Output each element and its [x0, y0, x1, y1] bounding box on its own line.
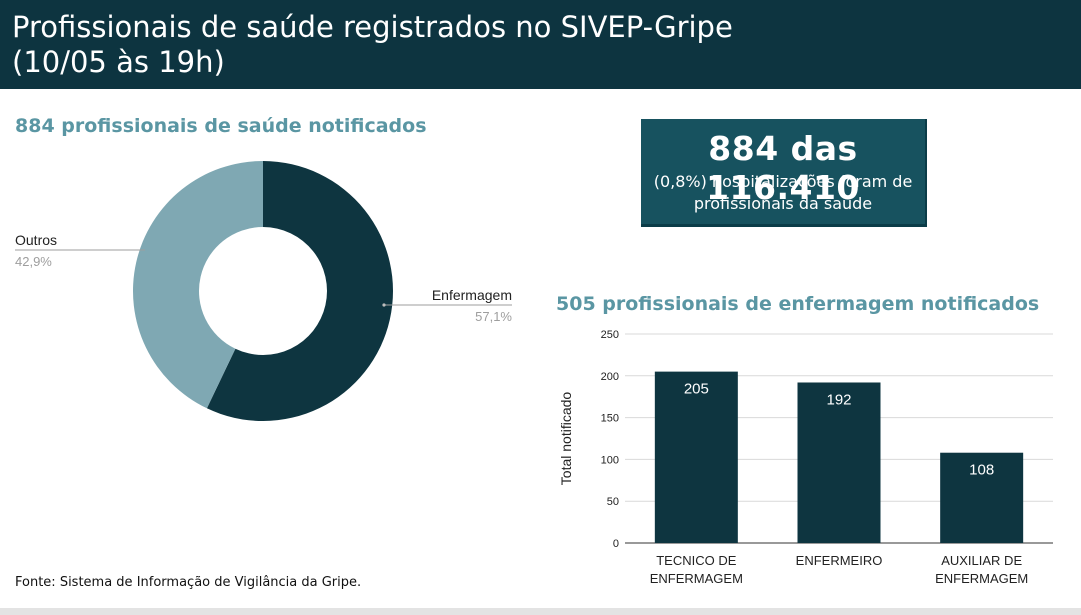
stat-detail-line2: profissionais da saúde: [693, 194, 873, 213]
donut-leader-dot-enfermagem: [382, 303, 386, 307]
y-tick-label: 100: [601, 454, 619, 466]
bar-chart: 0 50 100 150 200 250 Total notificado 205 TECNIC…: [558, 329, 1053, 586]
donut-label-outros: Outros: [15, 232, 57, 248]
stat-detail-line1: (0,8%) hospitalizações foram de: [653, 172, 913, 191]
y-tick-label: 50: [607, 496, 619, 508]
bar-value-label: 192: [826, 391, 851, 408]
x-tick-label: ENFERMAGEM: [650, 571, 743, 586]
bar: [940, 452, 1024, 543]
bar-chart-title: 505 profissionais de enfermagem notifica…: [556, 293, 1040, 315]
header-banner: Profissionais de saúde registrados no SI…: [0, 0, 1081, 89]
donut-slice-outros: [133, 161, 263, 409]
y-axis-label: Total notificado: [558, 392, 574, 486]
page-title: Profissionais de saúde registrados no SI…: [12, 10, 733, 44]
bottom-strip: [0, 608, 1081, 615]
donut-chart-title: 884 profissionais de saúde notificados: [15, 115, 427, 137]
donut-slice-enfermagem: [206, 161, 394, 421]
source-note: Fonte: Sistema de Informação de Vigilânc…: [15, 575, 362, 590]
donut-percent-outros: 42,9%: [15, 254, 52, 269]
y-tick-label: 150: [601, 413, 619, 425]
stat-detail: (0,8%) hospitalizações foram de profissi…: [649, 171, 917, 215]
stat-headline: 884 das 116.410: [706, 129, 860, 207]
x-tick-label: ENFERMAGEM: [935, 571, 1028, 586]
donut-label-enfermagem: Enfermagem: [432, 287, 512, 303]
y-tick-label: 0: [613, 538, 619, 550]
bar-value-label: 205: [684, 381, 709, 398]
bar: [654, 371, 738, 543]
x-tick-label: AUXILIAR DE: [941, 553, 1022, 568]
bar: [797, 382, 881, 543]
y-tick-label: 250: [601, 329, 619, 341]
donut-percent-enfermagem: 57,1%: [475, 309, 512, 324]
x-tick-label: TECNICO DE: [656, 553, 737, 568]
y-tick-label: 200: [601, 371, 619, 383]
stat-callout-box: 884 das 116.410 (0,8%) hospitalizações f…: [641, 119, 927, 227]
page-subtitle-date: (10/05 às 19h): [12, 45, 225, 79]
x-tick-label: ENFERMEIRO: [796, 553, 883, 568]
bar-value-label: 108: [969, 462, 994, 479]
donut-chart: Enfermagem 57,1% Outros 42,9%: [15, 161, 512, 421]
